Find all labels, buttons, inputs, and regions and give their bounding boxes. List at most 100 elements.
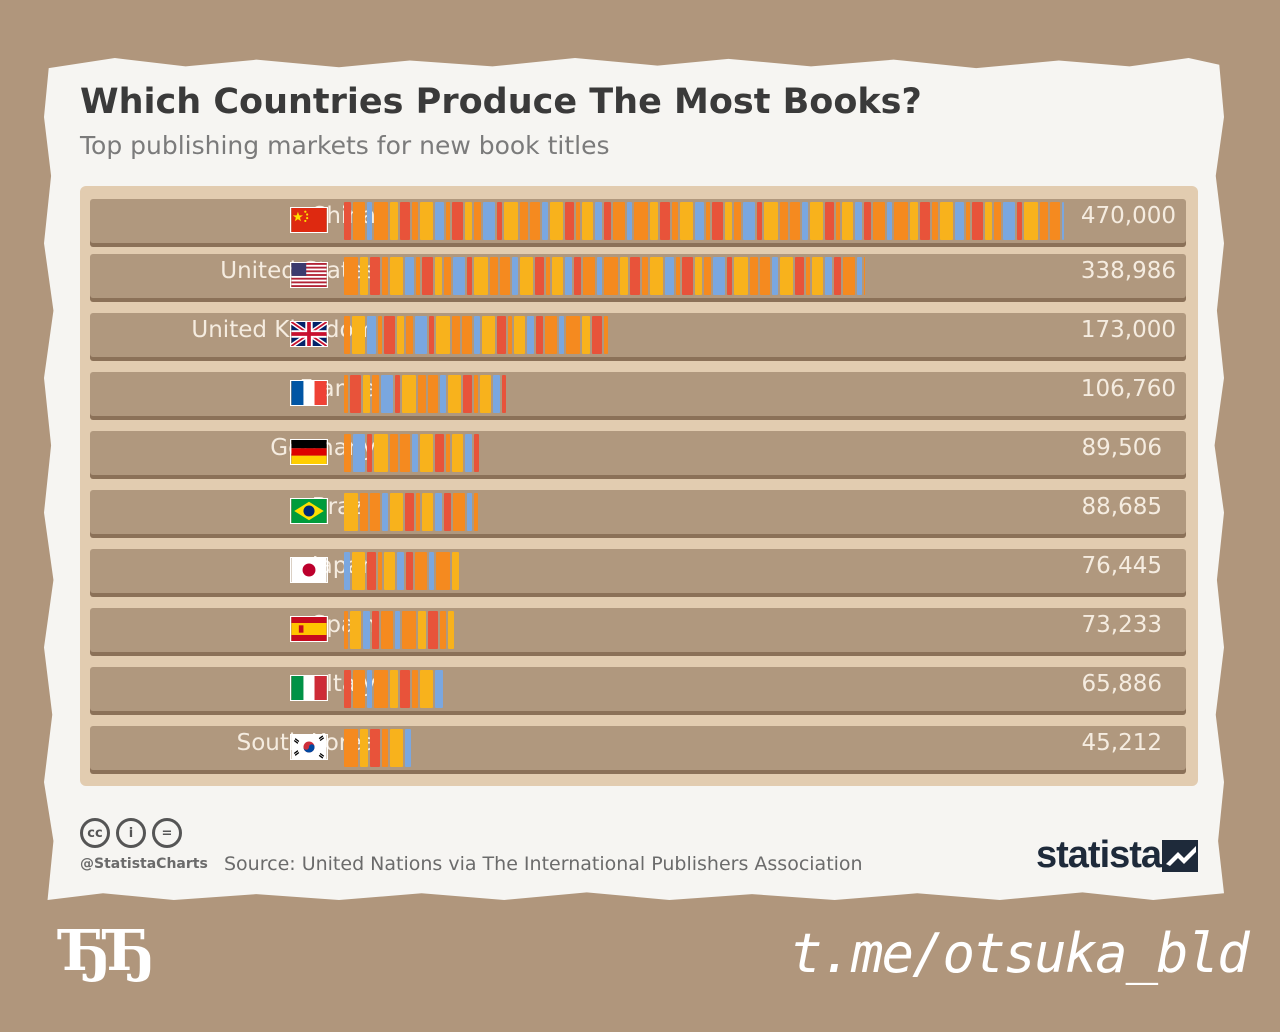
book-segment bbox=[374, 202, 388, 240]
book-segment bbox=[453, 257, 465, 295]
book-segment bbox=[444, 257, 451, 295]
book-segment bbox=[465, 202, 472, 240]
book-segment bbox=[344, 670, 351, 708]
book-segment bbox=[395, 375, 400, 413]
book-segment bbox=[382, 493, 388, 531]
book-segment bbox=[672, 202, 678, 240]
book-segment bbox=[370, 257, 380, 295]
book-segment bbox=[382, 257, 388, 295]
book-segment bbox=[920, 202, 930, 240]
bar bbox=[344, 316, 610, 354]
book-segment bbox=[940, 202, 953, 240]
book-segment bbox=[406, 316, 413, 354]
book-segment bbox=[474, 434, 479, 472]
book-segment bbox=[680, 202, 693, 240]
book-segment bbox=[790, 202, 800, 240]
france-flag-icon bbox=[290, 380, 328, 406]
book-segment bbox=[887, 202, 892, 240]
bar bbox=[344, 202, 1066, 240]
value-label: 470,000 bbox=[1080, 203, 1176, 229]
book-segment bbox=[474, 257, 488, 295]
spain-flag-icon bbox=[290, 616, 328, 642]
book-segment bbox=[795, 257, 804, 295]
book-segment bbox=[565, 257, 572, 295]
book-segment bbox=[435, 202, 444, 240]
book-segment bbox=[402, 611, 416, 649]
book-segment bbox=[374, 670, 388, 708]
book-segment bbox=[402, 375, 416, 413]
bar-row: United States 338,986 bbox=[90, 254, 1186, 298]
book-segment bbox=[530, 202, 540, 240]
book-segment bbox=[497, 202, 502, 240]
bar bbox=[344, 257, 865, 295]
book-segment bbox=[344, 316, 350, 354]
book-segment bbox=[706, 202, 710, 240]
book-segment bbox=[527, 316, 534, 354]
book-segment bbox=[502, 375, 506, 413]
book-segment bbox=[381, 375, 393, 413]
book-segment bbox=[384, 316, 395, 354]
book-segment bbox=[836, 202, 840, 240]
book-segment bbox=[344, 552, 350, 590]
bar-row: Italy 65,886 bbox=[90, 667, 1186, 711]
book-segment bbox=[627, 202, 632, 240]
book-segment bbox=[344, 434, 351, 472]
book-segment bbox=[480, 375, 491, 413]
book-segment bbox=[1040, 202, 1048, 240]
bar-row: Japan76,445 bbox=[90, 549, 1186, 593]
book-segment bbox=[360, 729, 368, 767]
book-segment bbox=[650, 202, 658, 240]
book-segment bbox=[910, 202, 918, 240]
book-segment bbox=[405, 729, 411, 767]
book-segment bbox=[734, 257, 748, 295]
book-segment bbox=[435, 257, 442, 295]
book-segment bbox=[497, 316, 506, 354]
book-segment bbox=[650, 257, 663, 295]
bar-row: United Kingdom 173,000 bbox=[90, 313, 1186, 357]
book-segment bbox=[384, 552, 395, 590]
book-segment bbox=[574, 257, 581, 295]
book-segment bbox=[444, 493, 451, 531]
book-segment bbox=[412, 670, 418, 708]
book-segment bbox=[894, 202, 908, 240]
book-segment bbox=[843, 257, 855, 295]
book-segment bbox=[727, 257, 732, 295]
book-segment bbox=[743, 202, 755, 240]
book-segment bbox=[353, 202, 365, 240]
value-label: 76,445 bbox=[1081, 553, 1162, 579]
book-segment bbox=[397, 316, 404, 354]
value-label: 88,685 bbox=[1081, 494, 1162, 520]
statista-logo: statista bbox=[1036, 834, 1162, 876]
book-segment bbox=[676, 257, 680, 295]
value-label: 65,886 bbox=[1081, 671, 1162, 697]
book-segment bbox=[350, 375, 361, 413]
book-segment bbox=[367, 316, 376, 354]
book-segment bbox=[420, 670, 433, 708]
book-segment bbox=[374, 434, 388, 472]
book-segment bbox=[474, 316, 480, 354]
book-segment bbox=[802, 202, 808, 240]
book-segment bbox=[429, 552, 434, 590]
book-segment bbox=[428, 375, 438, 413]
book-segment bbox=[780, 202, 788, 240]
bar bbox=[344, 670, 445, 708]
book-segment bbox=[1024, 202, 1038, 240]
book-segment bbox=[604, 257, 618, 295]
book-segment bbox=[565, 202, 574, 240]
book-segment bbox=[344, 611, 348, 649]
book-segment bbox=[642, 257, 648, 295]
book-segment bbox=[418, 375, 426, 413]
book-segment bbox=[620, 257, 628, 295]
book-segment bbox=[713, 257, 725, 295]
book-segment bbox=[582, 316, 590, 354]
book-segment bbox=[504, 202, 518, 240]
book-segment bbox=[604, 316, 608, 354]
book-segment bbox=[467, 493, 472, 531]
book-segment bbox=[546, 257, 550, 295]
book-segment bbox=[994, 202, 1001, 240]
book-segment bbox=[864, 202, 871, 240]
book-segment bbox=[390, 202, 398, 240]
book-segment bbox=[734, 202, 741, 240]
book-segment bbox=[966, 202, 970, 240]
book-segment bbox=[465, 434, 472, 472]
